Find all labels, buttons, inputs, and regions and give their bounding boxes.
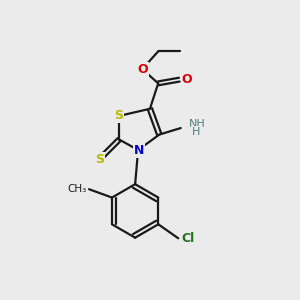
Text: S: S bbox=[95, 153, 104, 166]
Text: NH: NH bbox=[189, 119, 206, 130]
Text: CH₃: CH₃ bbox=[68, 184, 87, 194]
Text: H: H bbox=[192, 127, 200, 136]
Text: N: N bbox=[134, 143, 145, 157]
Text: S: S bbox=[114, 110, 123, 122]
Text: O: O bbox=[182, 73, 192, 86]
Text: Cl: Cl bbox=[181, 232, 194, 245]
Text: O: O bbox=[137, 62, 148, 76]
